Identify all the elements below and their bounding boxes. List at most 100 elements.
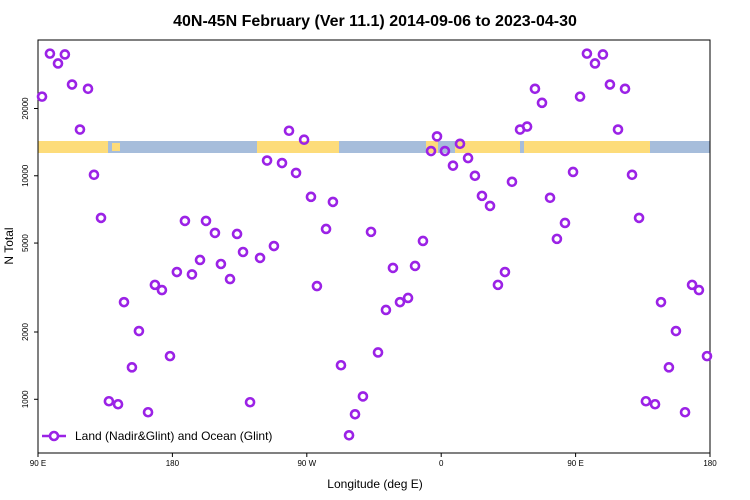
data-point xyxy=(462,152,474,164)
data-point xyxy=(589,58,601,69)
data-point xyxy=(237,246,249,258)
x-axis-label: Longitude (deg E) xyxy=(327,477,422,491)
data-point xyxy=(126,362,138,373)
land-strip xyxy=(524,141,650,153)
data-point xyxy=(626,169,638,181)
data-point xyxy=(200,215,212,227)
data-point xyxy=(112,398,124,410)
data-point xyxy=(492,279,504,291)
data-point xyxy=(59,49,71,60)
data-point xyxy=(244,396,256,408)
data-point xyxy=(649,398,661,410)
data-point xyxy=(224,273,236,285)
data-point xyxy=(521,121,533,132)
data-point xyxy=(439,145,451,157)
x-tick-label: 180 xyxy=(703,459,717,468)
data-point xyxy=(663,362,675,373)
land-strip xyxy=(257,141,339,153)
data-point xyxy=(357,391,369,402)
data-point xyxy=(417,235,429,247)
data-point xyxy=(327,196,339,208)
data-point xyxy=(305,191,317,203)
data-point xyxy=(655,296,667,308)
data-point xyxy=(574,91,586,102)
data-point xyxy=(394,296,406,308)
data-point xyxy=(231,228,243,240)
data-point xyxy=(402,292,414,304)
data-point xyxy=(536,97,548,109)
data-point xyxy=(179,215,191,227)
data-point xyxy=(469,170,481,182)
data-point xyxy=(66,79,78,90)
data-point xyxy=(103,395,115,407)
data-point xyxy=(447,160,459,171)
data-point xyxy=(36,91,48,102)
x-tick-label: 180 xyxy=(166,459,180,468)
land-strip xyxy=(112,143,120,151)
data-point xyxy=(544,192,556,204)
data-point xyxy=(311,280,323,292)
chart-title: 40N-45N February (Ver 11.1) 2014-09-06 t… xyxy=(173,13,577,30)
data-point xyxy=(209,227,221,239)
data-point xyxy=(604,79,616,90)
data-point xyxy=(476,190,488,202)
x-tick-label: 90 E xyxy=(30,459,46,468)
plot-frame xyxy=(37,39,711,454)
data-point xyxy=(633,212,645,224)
data-point xyxy=(276,157,288,169)
data-point xyxy=(88,169,100,181)
data-point xyxy=(409,260,421,272)
data-point xyxy=(431,131,443,142)
data-point xyxy=(142,406,154,418)
y-axis-label: N Total xyxy=(2,227,16,264)
x-tick-label: 0 xyxy=(439,459,444,468)
data-point xyxy=(640,395,652,407)
land-strip xyxy=(38,141,108,153)
data-point xyxy=(454,138,466,150)
data-point xyxy=(380,304,392,316)
surface-strip xyxy=(38,141,710,153)
data-point xyxy=(597,49,609,60)
data-point xyxy=(149,279,161,291)
y-tick-label: 2000 xyxy=(21,323,30,341)
data-point xyxy=(686,279,698,291)
data-point xyxy=(164,350,176,362)
data-point xyxy=(156,284,168,296)
data-point xyxy=(693,284,705,296)
data-point xyxy=(701,350,713,362)
data-point xyxy=(254,252,266,264)
data-point xyxy=(95,212,107,224)
data-point xyxy=(343,430,355,441)
y-tick-label: 1000 xyxy=(21,390,30,408)
data-point xyxy=(215,258,227,270)
data-point xyxy=(171,266,183,278)
legend-label: Land (Nadir&Glint) and Ocean (Glint) xyxy=(75,429,272,443)
data-point xyxy=(387,262,399,274)
data-point xyxy=(82,83,94,95)
data-point xyxy=(425,145,437,157)
data-point xyxy=(679,406,691,418)
data-point xyxy=(567,166,579,178)
data-point xyxy=(118,296,130,308)
data-point xyxy=(52,58,64,69)
data-point xyxy=(283,125,295,137)
data-point xyxy=(484,200,496,212)
y-tick-label: 10000 xyxy=(21,164,30,187)
land-strip xyxy=(455,141,520,153)
data-point xyxy=(290,167,302,179)
data-point xyxy=(581,48,593,59)
y-tick-label: 5000 xyxy=(21,234,30,252)
data-point xyxy=(261,155,273,166)
data-point xyxy=(365,226,377,238)
data-point xyxy=(335,359,347,371)
data-point xyxy=(559,217,571,229)
data-point xyxy=(506,176,518,188)
data-point xyxy=(186,269,198,280)
y-tick-label: 20000 xyxy=(21,97,30,120)
data-point xyxy=(298,134,310,146)
data-point xyxy=(670,325,682,337)
data-point xyxy=(372,347,384,358)
data-point xyxy=(551,233,563,245)
data-point xyxy=(612,124,624,135)
